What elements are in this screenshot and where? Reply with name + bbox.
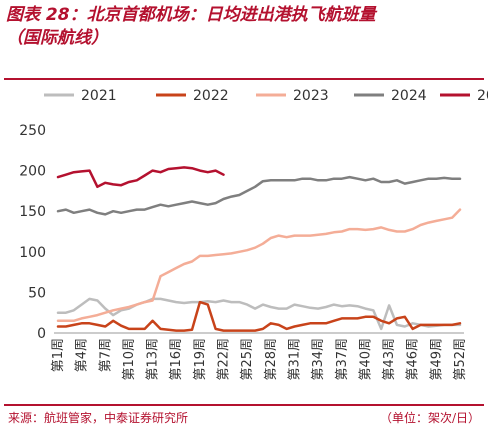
- y-tick-label: 150: [19, 204, 46, 220]
- x-tick-label: 第28周: [264, 338, 279, 381]
- x-tick-label: 第10周: [122, 338, 137, 381]
- line-chart: 0 50 100 150 200 250 第1周 第4周 第7周 第10周 第13周 第16周 第19周…: [19, 88, 488, 381]
- x-tick-label: 第34周: [311, 338, 326, 381]
- y-tick-label: 50: [28, 285, 46, 301]
- x-tick-label: 第16周: [169, 338, 184, 381]
- x-tick-label: 第13周: [146, 338, 161, 381]
- series-line-2021: [56, 297, 462, 331]
- series-line-2022: [56, 300, 462, 332]
- source-note: 来源：航班管家，中泰证券研究所: [8, 411, 189, 425]
- y-tick-label: 100: [19, 245, 46, 261]
- legend-label: 2023: [293, 88, 329, 104]
- series-line-2023: [56, 208, 462, 323]
- legend-label: 2025: [477, 88, 488, 104]
- legend-label: 2024: [391, 88, 427, 104]
- x-tick-label: 第46周: [406, 338, 421, 381]
- x-tick-label: 第4周: [75, 338, 90, 372]
- x-tick-label: 第52周: [453, 338, 468, 381]
- chart-title-line1: 图表 28：北京首都机场：日均进出港执飞航班量: [6, 5, 376, 25]
- legend-label: 2022: [193, 88, 229, 104]
- series-line-2024: [56, 175, 462, 216]
- x-tick-label: 第31周: [287, 338, 302, 381]
- x-tick-label: 第37周: [335, 338, 350, 381]
- y-tick-label: 250: [19, 123, 46, 139]
- x-tick-label: 第40周: [358, 338, 373, 381]
- y-tick-label: 0: [37, 326, 46, 342]
- title-divider: [4, 78, 484, 80]
- x-tick-label: 第22周: [217, 338, 232, 381]
- x-tick-label: 第7周: [98, 338, 113, 372]
- x-tick-label: 第1周: [51, 338, 66, 372]
- series-line-2025: [56, 166, 225, 189]
- legend-label: 2021: [81, 88, 117, 104]
- chart-title: 图表 28：北京首都机场：日均进出港执飞航班量 （国际航线）: [6, 4, 484, 50]
- chart-title-line2: （国际航线）: [6, 28, 108, 48]
- x-tick-label: 第43周: [382, 338, 397, 381]
- footer-divider: [4, 404, 484, 406]
- x-tick-label: 第19周: [193, 338, 208, 381]
- y-tick-label: 200: [19, 164, 46, 180]
- unit-note: （单位：架次/日）: [379, 411, 480, 425]
- x-tick-label: 第25周: [240, 338, 255, 381]
- x-tick-label: 第49周: [429, 338, 444, 381]
